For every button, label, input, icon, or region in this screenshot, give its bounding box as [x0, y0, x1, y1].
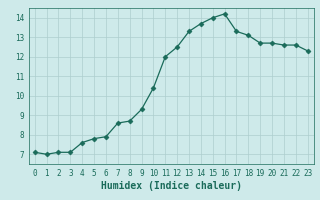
X-axis label: Humidex (Indice chaleur): Humidex (Indice chaleur) [101, 181, 242, 191]
